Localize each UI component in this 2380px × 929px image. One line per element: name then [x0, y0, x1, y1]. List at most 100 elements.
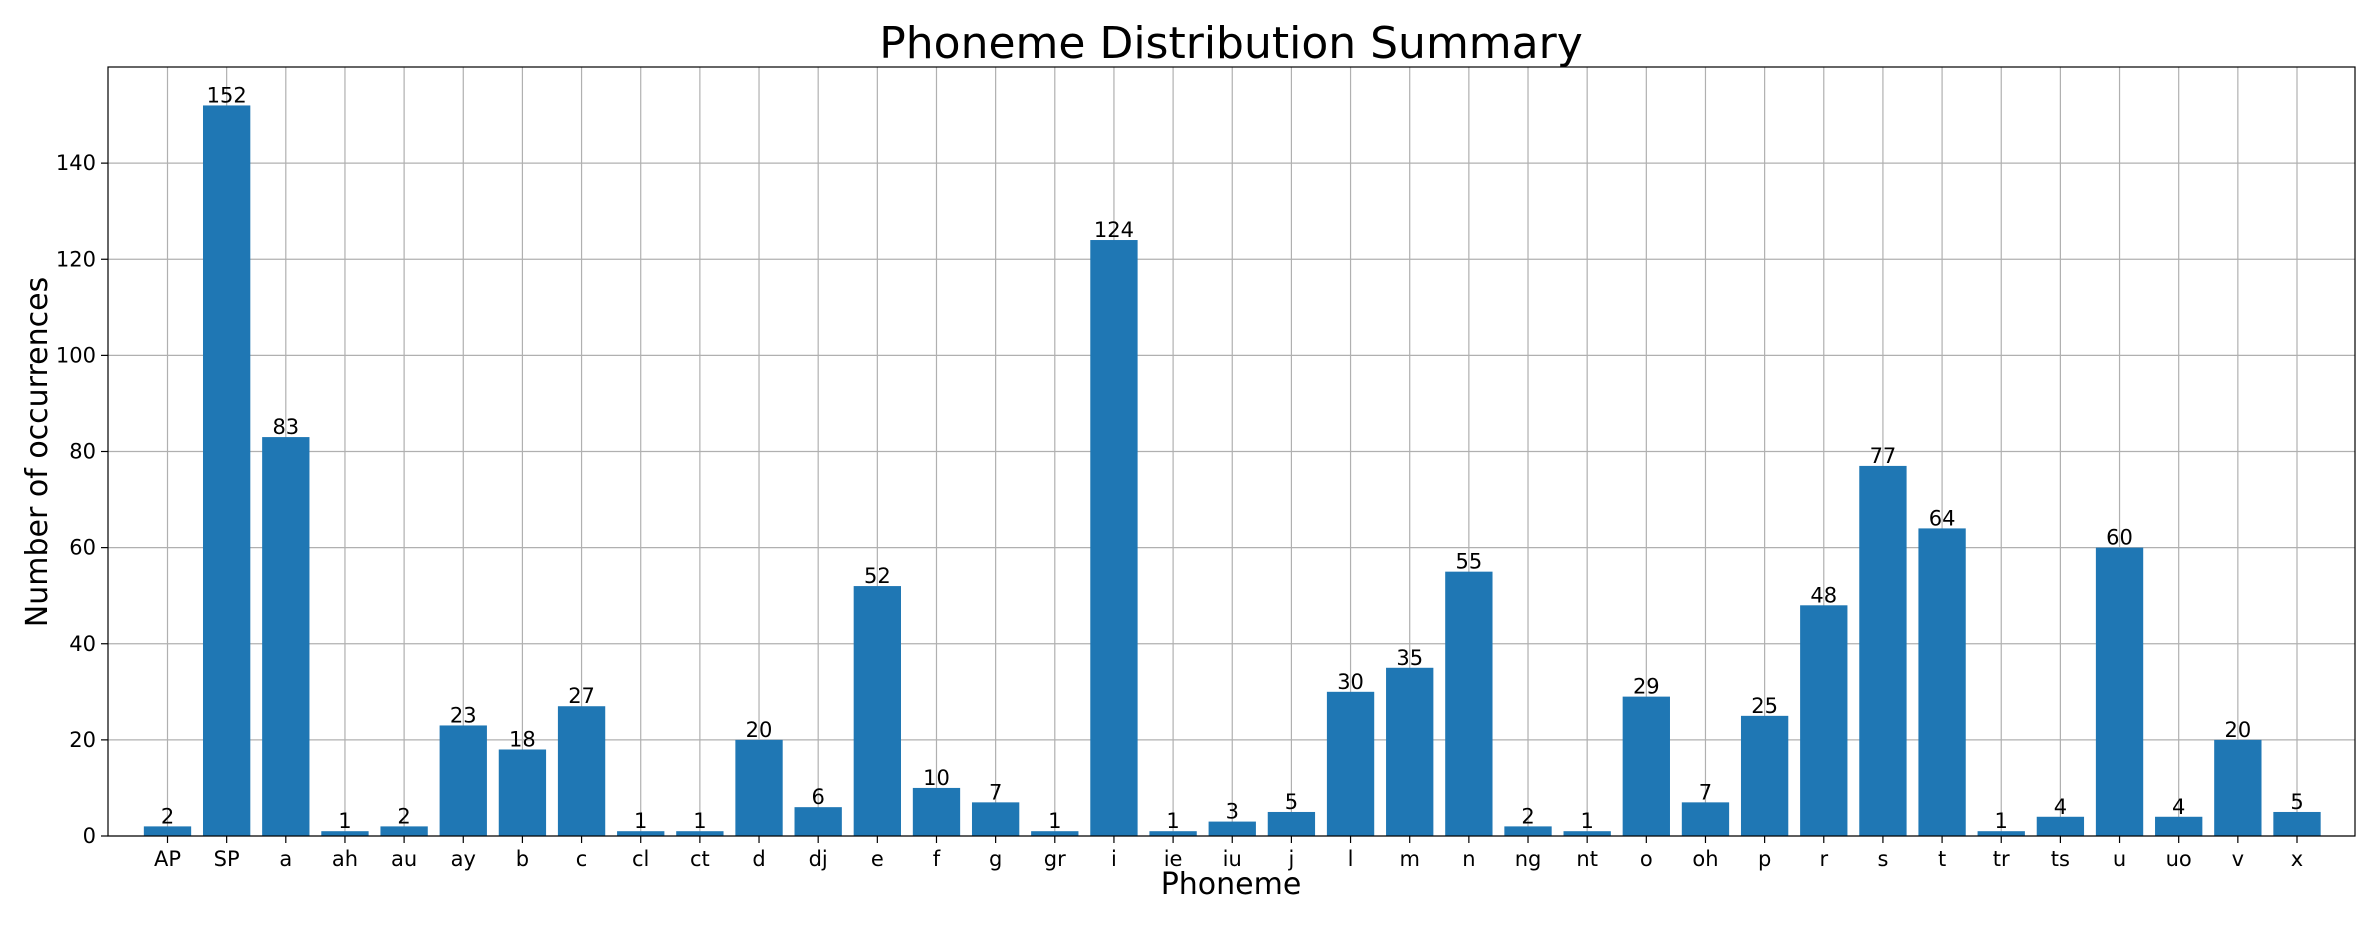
bar-value-label: 1 [693, 809, 706, 833]
bar-ts [2036, 816, 2085, 836]
bar-AP [143, 826, 192, 836]
bar-o [1622, 696, 1670, 836]
x-tick-label: j [1287, 847, 1294, 871]
chart-title: Phoneme Distribution Summary [879, 18, 1583, 69]
bar-r [1800, 605, 1848, 836]
x-tick-label: p [1758, 847, 1771, 871]
bar-value-label: 30 [1337, 670, 1364, 694]
y-tick-label: 60 [69, 536, 96, 560]
y-tick-label: 0 [83, 824, 96, 848]
bar-g [971, 802, 1020, 836]
bar-gr [1031, 831, 1079, 836]
x-tick-label: ct [690, 847, 710, 871]
bar-value-label: 4 [2172, 795, 2185, 819]
x-tick-label: x [2291, 847, 2303, 871]
bar-oh [1681, 802, 1730, 836]
x-tick-label: nt [1576, 847, 1598, 871]
x-tick-label: dj [809, 847, 828, 871]
bar-value-label: 1 [1166, 809, 1179, 833]
bar-value-label: 20 [746, 718, 773, 742]
bar-value-label: 83 [272, 415, 299, 439]
bar-value-label: 20 [2224, 718, 2251, 742]
x-tick-label: oh [1692, 847, 1718, 871]
x-tick-label: u [2113, 847, 2126, 871]
x-tick-label: s [1877, 847, 1888, 871]
bar-value-label: 2 [1521, 804, 1534, 828]
y-axis-ticks: 0 20 40 60 80 100 120 140 [56, 151, 108, 848]
y-tick-label: 20 [69, 728, 96, 752]
bar-value-label: 2 [161, 804, 174, 828]
bar-ay [439, 725, 487, 836]
bar-tr [1977, 831, 2025, 836]
bars [143, 105, 2321, 836]
bar-b [498, 749, 547, 836]
bar-au [380, 826, 428, 836]
bar-f [912, 787, 961, 836]
bar-ng [1504, 826, 1552, 836]
x-tick-label: l [1348, 847, 1354, 871]
bar-value-label: 4 [2054, 795, 2067, 819]
x-tick-label: uo [2166, 847, 2192, 871]
bar-c [557, 706, 606, 836]
bar-ah [321, 831, 369, 836]
bar-v [2214, 739, 2262, 836]
bar-p [1740, 715, 1789, 836]
x-tick-label: iu [1223, 847, 1242, 871]
bar-value-label: 7 [1699, 780, 1712, 804]
bar-value-label: 10 [923, 766, 950, 790]
x-tick-label: tr [1993, 847, 2010, 871]
bar-u [2095, 547, 2144, 836]
bar-x [2273, 811, 2321, 836]
bar-l [1326, 691, 1375, 836]
bar-SP [202, 105, 251, 836]
x-tick-label: SP [214, 847, 240, 871]
bar-i [1090, 240, 1138, 836]
y-tick-label: 40 [69, 632, 96, 656]
x-tick-label: c [576, 847, 588, 871]
x-tick-label: b [516, 847, 529, 871]
bar-j [1267, 811, 1316, 836]
bar-value-label: 2 [397, 804, 410, 828]
x-tick-label: t [1938, 847, 1946, 871]
x-tick-label: gr [1044, 847, 1066, 871]
y-tick-label: 140 [56, 151, 96, 175]
y-tick-label: 100 [56, 343, 96, 367]
bar-t [1918, 528, 1966, 836]
bar-value-label: 29 [1633, 675, 1660, 699]
bar-value-label: 1 [338, 809, 351, 833]
bar-value-label: 3 [1226, 800, 1239, 824]
x-tick-label: ay [451, 847, 476, 871]
bar-value-label: 1 [1048, 809, 1061, 833]
x-tick-label: e [871, 847, 884, 871]
bar-cl [617, 831, 665, 836]
bar-a [262, 437, 310, 836]
bar-ie [1149, 831, 1197, 836]
bar-value-label: 124 [1094, 218, 1134, 242]
bar-n [1445, 571, 1493, 836]
x-tick-label: au [391, 847, 417, 871]
x-tick-label: o [1640, 847, 1653, 871]
x-tick-label: ng [1515, 847, 1542, 871]
bar-value-label: 7 [989, 780, 1002, 804]
bar-value-label: 5 [1285, 790, 1298, 814]
bar-value-label: 48 [1810, 583, 1837, 607]
bar-value-label: 18 [509, 727, 536, 751]
x-tick-label: ie [1164, 847, 1183, 871]
bar-nt [1563, 831, 1611, 836]
x-tick-label: g [989, 847, 1002, 871]
bar-ct [676, 831, 724, 836]
bar-value-label: 64 [1929, 506, 1956, 530]
bar-uo [2155, 816, 2203, 836]
x-tick-label: cl [632, 847, 649, 871]
bar-value-label: 35 [1396, 646, 1423, 670]
bar-dj [794, 807, 842, 836]
bar-value-label: 23 [450, 703, 477, 727]
bar-value-label: 77 [1870, 444, 1897, 468]
bar-value-label: 1 [1995, 809, 2008, 833]
bar-value-label: 27 [568, 684, 595, 708]
bar-value-label: 1 [634, 809, 647, 833]
x-axis-title: Phoneme [1161, 867, 1302, 902]
